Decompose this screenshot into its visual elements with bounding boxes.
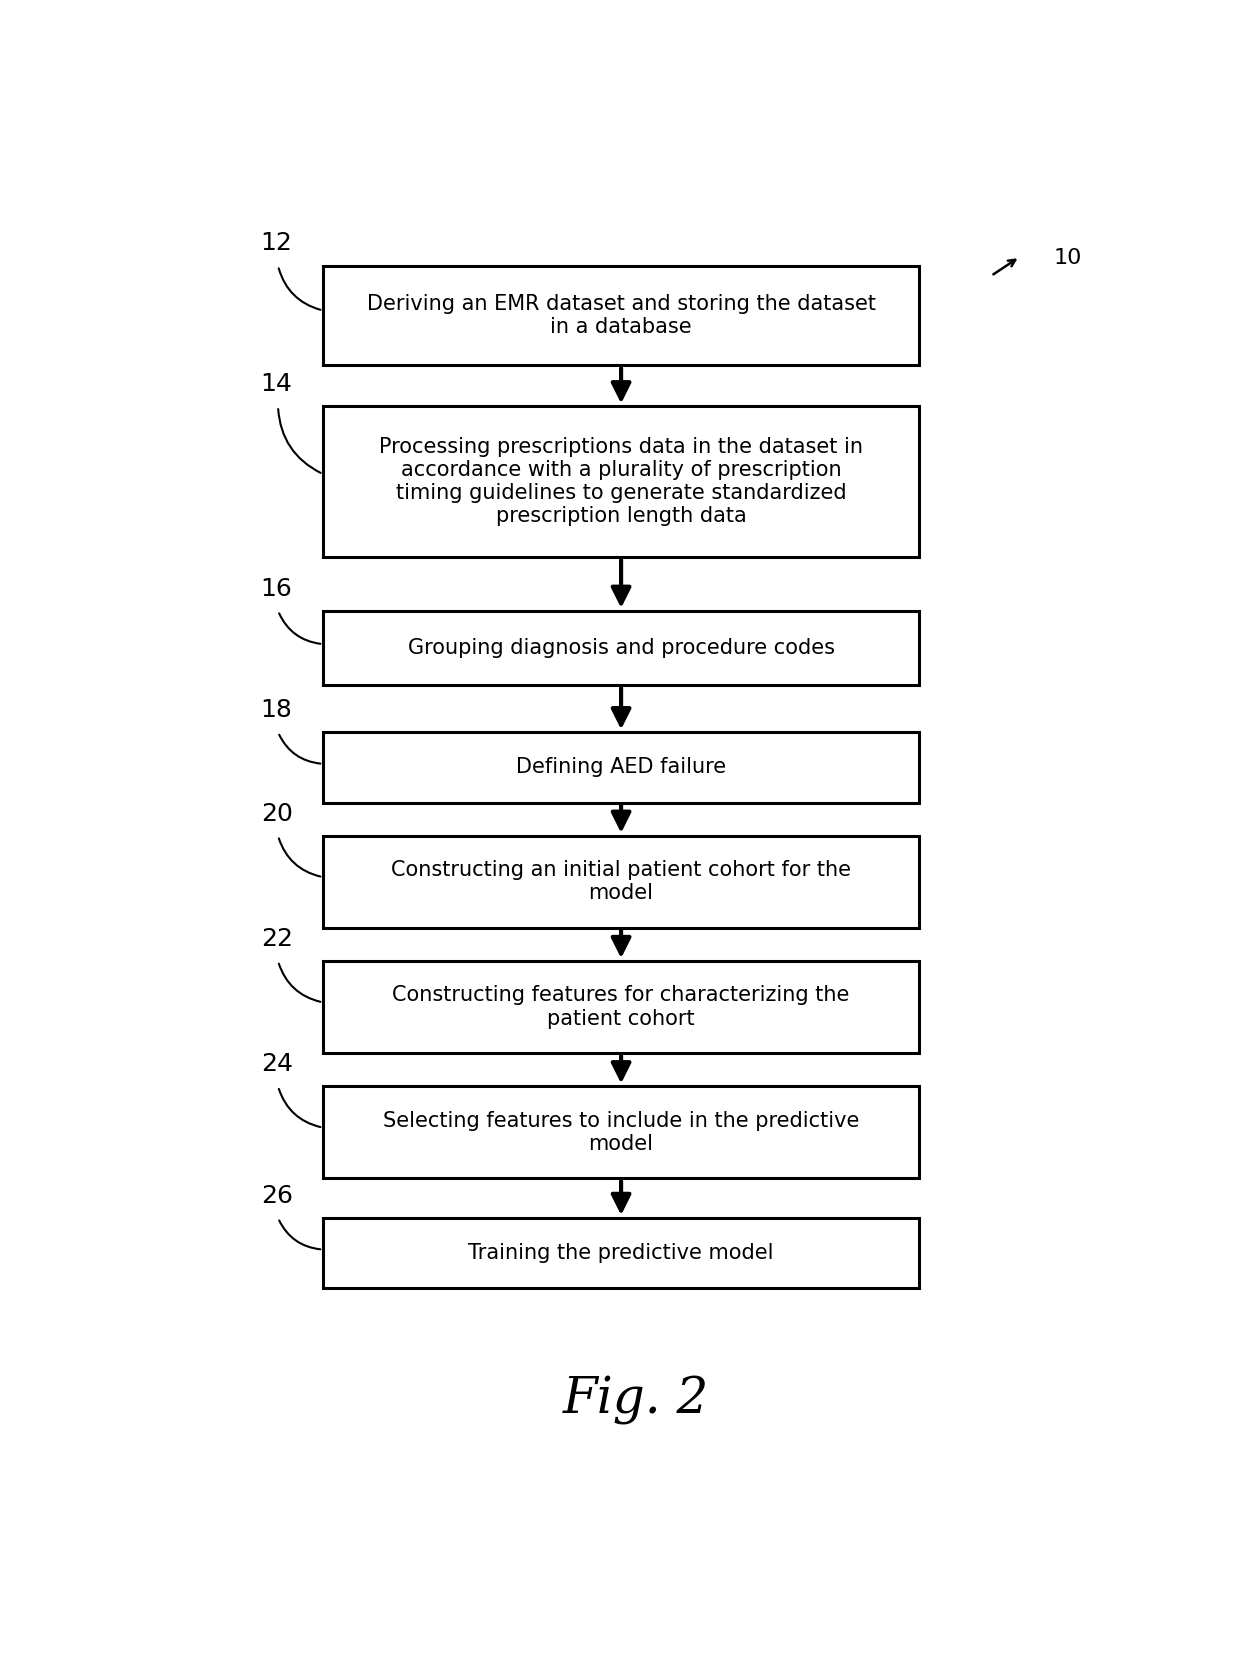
Text: Processing prescriptions data in the dataset in
accordance with a plurality of p: Processing prescriptions data in the dat… bbox=[379, 437, 863, 526]
Text: 26: 26 bbox=[260, 1184, 293, 1208]
Text: Constructing features for characterizing the
patient cohort: Constructing features for characterizing… bbox=[392, 986, 849, 1029]
FancyBboxPatch shape bbox=[324, 266, 919, 365]
Text: Constructing an initial patient cohort for the
model: Constructing an initial patient cohort f… bbox=[391, 860, 851, 903]
Text: 12: 12 bbox=[260, 231, 293, 256]
Text: Fig. 2: Fig. 2 bbox=[562, 1376, 709, 1426]
Text: 24: 24 bbox=[260, 1052, 293, 1076]
FancyBboxPatch shape bbox=[324, 407, 919, 558]
Text: 10: 10 bbox=[1054, 247, 1083, 267]
Text: Deriving an EMR dataset and storing the dataset
in a database: Deriving an EMR dataset and storing the … bbox=[367, 294, 875, 337]
Text: 22: 22 bbox=[260, 926, 293, 951]
Text: Grouping diagnosis and procedure codes: Grouping diagnosis and procedure codes bbox=[408, 637, 835, 657]
FancyBboxPatch shape bbox=[324, 961, 919, 1052]
Text: 14: 14 bbox=[260, 372, 293, 397]
FancyBboxPatch shape bbox=[324, 611, 919, 686]
Text: Defining AED failure: Defining AED failure bbox=[516, 757, 727, 777]
FancyBboxPatch shape bbox=[324, 1218, 919, 1288]
FancyBboxPatch shape bbox=[324, 732, 919, 802]
Text: 16: 16 bbox=[260, 576, 293, 601]
FancyBboxPatch shape bbox=[324, 835, 919, 928]
FancyBboxPatch shape bbox=[324, 1086, 919, 1179]
Text: 18: 18 bbox=[260, 697, 293, 722]
Text: 20: 20 bbox=[260, 802, 293, 825]
Text: Training the predictive model: Training the predictive model bbox=[469, 1243, 774, 1263]
Text: Selecting features to include in the predictive
model: Selecting features to include in the pre… bbox=[383, 1111, 859, 1154]
